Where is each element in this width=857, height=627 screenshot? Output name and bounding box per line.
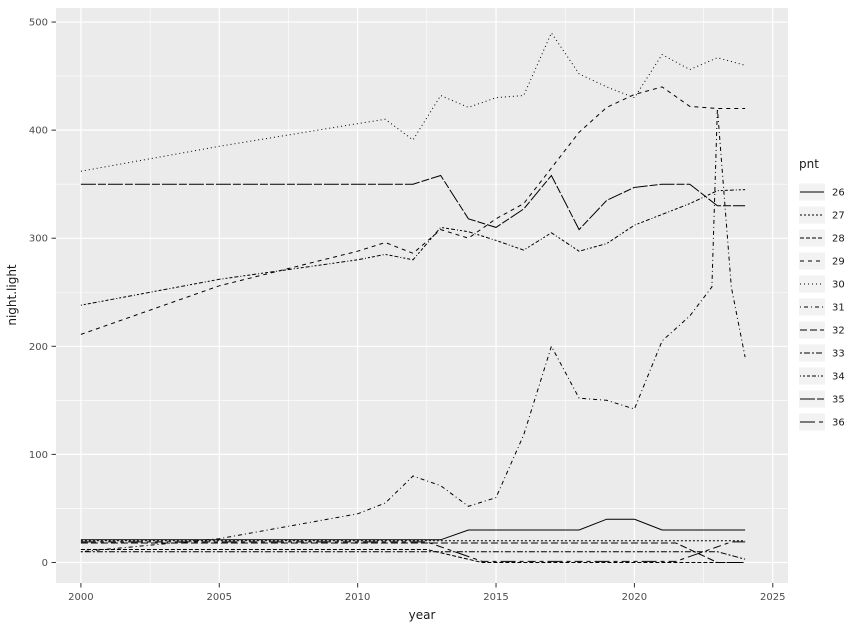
- x-tick-label: 2025: [760, 592, 785, 603]
- x-tick-label: 2010: [345, 592, 370, 603]
- series-line-35: [80, 174, 746, 231]
- y-tick-label: 0: [42, 558, 48, 569]
- legend-item-label: 32: [832, 326, 845, 337]
- legend-item-label: 33: [832, 349, 845, 360]
- legend-item-label: 34: [832, 372, 845, 383]
- x-tick-label: 2005: [207, 592, 232, 603]
- legend-item-28: 28: [799, 229, 845, 247]
- plot-panel: [56, 8, 788, 583]
- x-axis-title: year: [409, 608, 436, 622]
- legend-item-27: 27: [799, 206, 845, 224]
- legend-item-35: 35: [799, 390, 845, 408]
- x-tick-label: 2015: [483, 592, 508, 603]
- legend-title: pnt: [799, 157, 819, 171]
- series-line-32: [80, 542, 746, 563]
- legend-item-31: 31: [799, 298, 845, 316]
- legend-item-label: 30: [832, 280, 845, 291]
- series-line-33: [80, 551, 746, 560]
- series-lines: [80, 31, 746, 563]
- legend-item-29: 29: [799, 252, 845, 270]
- legend-item-26: 26: [799, 183, 845, 201]
- y-tick-label: 100: [29, 450, 48, 461]
- legend-item-33: 33: [799, 344, 845, 362]
- series-line-26: [80, 518, 746, 541]
- y-tick-label: 400: [29, 126, 48, 137]
- x-tick-label: 2000: [68, 592, 93, 603]
- legend-item-label: 36: [832, 418, 845, 429]
- y-tick-label: 200: [29, 342, 48, 353]
- legend-item-label: 27: [832, 211, 845, 222]
- series-line-34: [80, 189, 746, 306]
- axes: 2000 2005 2010 2015 2020 2025 0 100 200 300 400 500: [29, 18, 786, 603]
- legend-item-32: 32: [799, 321, 845, 339]
- legend-item-30: 30: [799, 275, 845, 293]
- y-axis-title: night.light: [5, 264, 19, 326]
- panel-background: [56, 8, 788, 583]
- y-tick-label: 500: [29, 18, 48, 29]
- legend: 26 27 28 29 30 31 32 33 34 35 36: [799, 183, 845, 431]
- series-line-36: [80, 541, 746, 562]
- y-tick-label: 300: [29, 234, 48, 245]
- legend-item-label: 29: [832, 257, 845, 268]
- series-line-31: [80, 108, 746, 553]
- grid-lines: [56, 8, 788, 583]
- legend-item-label: 28: [832, 234, 845, 245]
- legend-item-36: 36: [799, 413, 845, 431]
- legend-item-label: 35: [832, 395, 845, 406]
- series-line-28: [80, 549, 746, 563]
- legend-item-34: 34: [799, 367, 845, 385]
- legend-item-label: 31: [832, 303, 845, 314]
- x-tick-label: 2020: [622, 592, 647, 603]
- legend-item-label: 26: [832, 188, 845, 199]
